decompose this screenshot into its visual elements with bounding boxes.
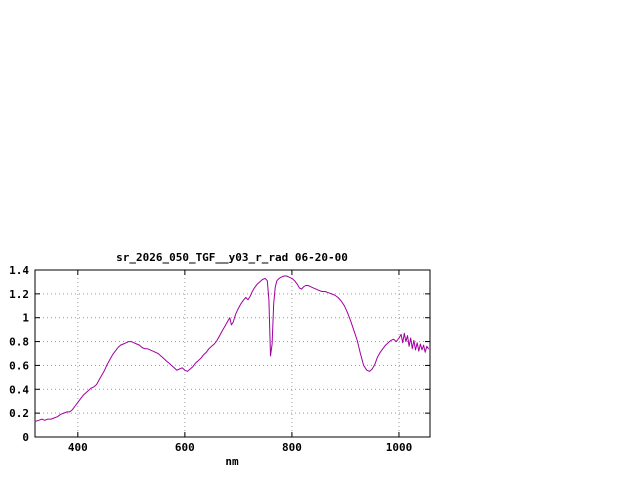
series-line — [34, 275, 429, 422]
plot-generated-layer: 400 600 800 1000 0 0.2 0.4 0.6 0.8 1 1.2 1.4 — [9, 264, 431, 454]
x-tick-label: 400 — [68, 441, 88, 454]
x-tick-label: 800 — [282, 441, 302, 454]
y-tick-label: 0.6 — [9, 359, 29, 372]
y-tick-label: 1.2 — [9, 288, 29, 301]
y-tick-label: 1 — [22, 312, 29, 325]
x-tick-label: 600 — [175, 441, 195, 454]
y-tick-label: 0.8 — [9, 336, 29, 349]
plot-border — [34, 269, 431, 438]
y-tick-label: 0.2 — [9, 407, 29, 420]
x-tick-label: 1000 — [386, 441, 413, 454]
y-tick-label: 0.4 — [9, 383, 29, 396]
x-axis-label: nm — [225, 455, 239, 468]
y-tick-label: 1.4 — [9, 264, 29, 277]
y-tick-label: 0 — [22, 431, 29, 444]
chart-title: sr_2026_050_TGF__y03_r_rad 06-20-00 — [116, 251, 348, 264]
